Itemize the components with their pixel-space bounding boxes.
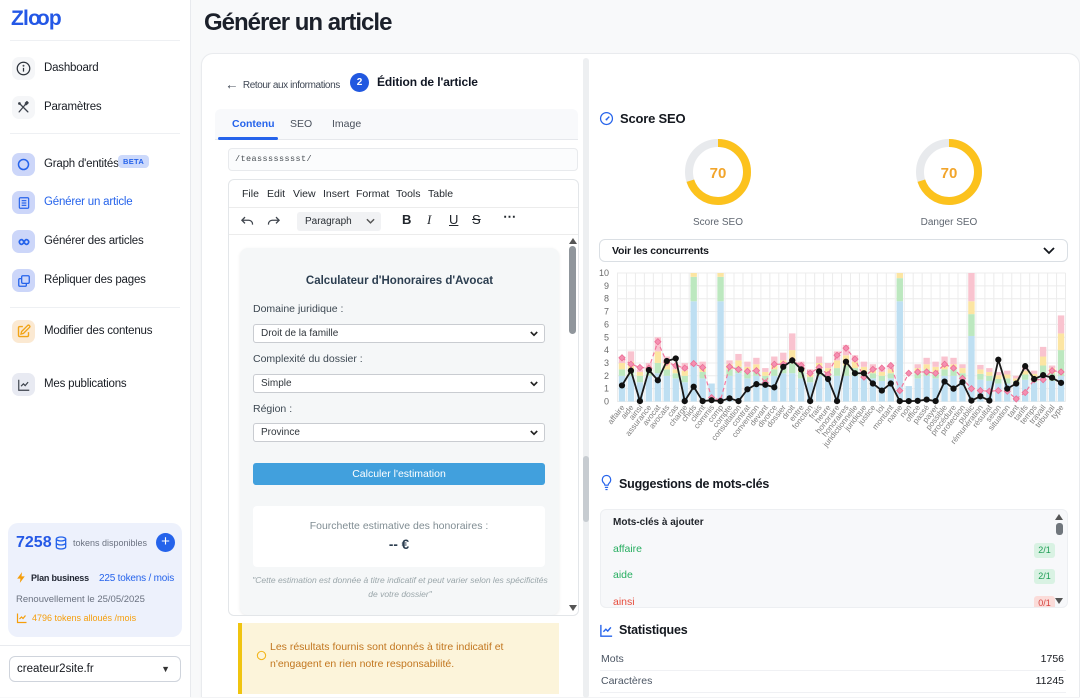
svg-text:9: 9 (604, 281, 609, 291)
svg-text:70: 70 (941, 165, 958, 182)
svg-text:0: 0 (604, 397, 609, 407)
svg-text:3: 3 (604, 358, 609, 368)
svg-text:1: 1 (604, 384, 609, 394)
svg-text:7: 7 (604, 307, 609, 317)
svg-text:10: 10 (599, 268, 609, 278)
svg-text:8: 8 (604, 294, 609, 304)
svg-text:70: 70 (710, 165, 727, 182)
svg-text:6: 6 (604, 319, 609, 329)
svg-text:4: 4 (604, 345, 609, 355)
svg-text:2: 2 (604, 371, 609, 381)
svg-text:5: 5 (604, 332, 609, 342)
